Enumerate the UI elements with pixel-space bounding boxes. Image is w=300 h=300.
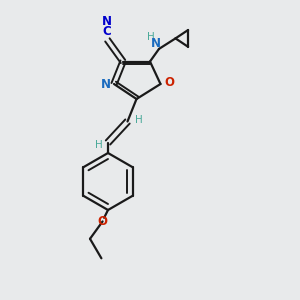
Text: C: C	[103, 25, 112, 38]
Text: O: O	[98, 215, 108, 228]
Text: N: N	[151, 37, 161, 50]
Text: H: H	[94, 140, 102, 150]
Text: N: N	[100, 77, 111, 91]
Text: N: N	[102, 15, 112, 28]
Text: H: H	[135, 115, 143, 125]
Text: O: O	[164, 76, 174, 89]
Text: H: H	[147, 32, 154, 43]
